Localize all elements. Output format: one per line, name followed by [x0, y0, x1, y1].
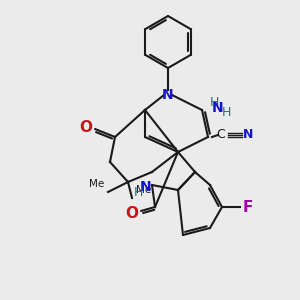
Text: O: O	[125, 206, 139, 220]
Text: N: N	[140, 180, 152, 194]
Text: N: N	[162, 88, 174, 102]
Text: C: C	[217, 128, 225, 142]
Text: Me: Me	[136, 185, 151, 195]
Text: H: H	[133, 187, 143, 200]
Text: O: O	[80, 119, 92, 134]
Text: Me: Me	[89, 179, 104, 189]
Text: F: F	[243, 200, 253, 214]
Text: H: H	[221, 106, 231, 118]
Text: N: N	[212, 101, 224, 115]
Text: N: N	[243, 128, 253, 142]
Text: H: H	[209, 95, 219, 109]
